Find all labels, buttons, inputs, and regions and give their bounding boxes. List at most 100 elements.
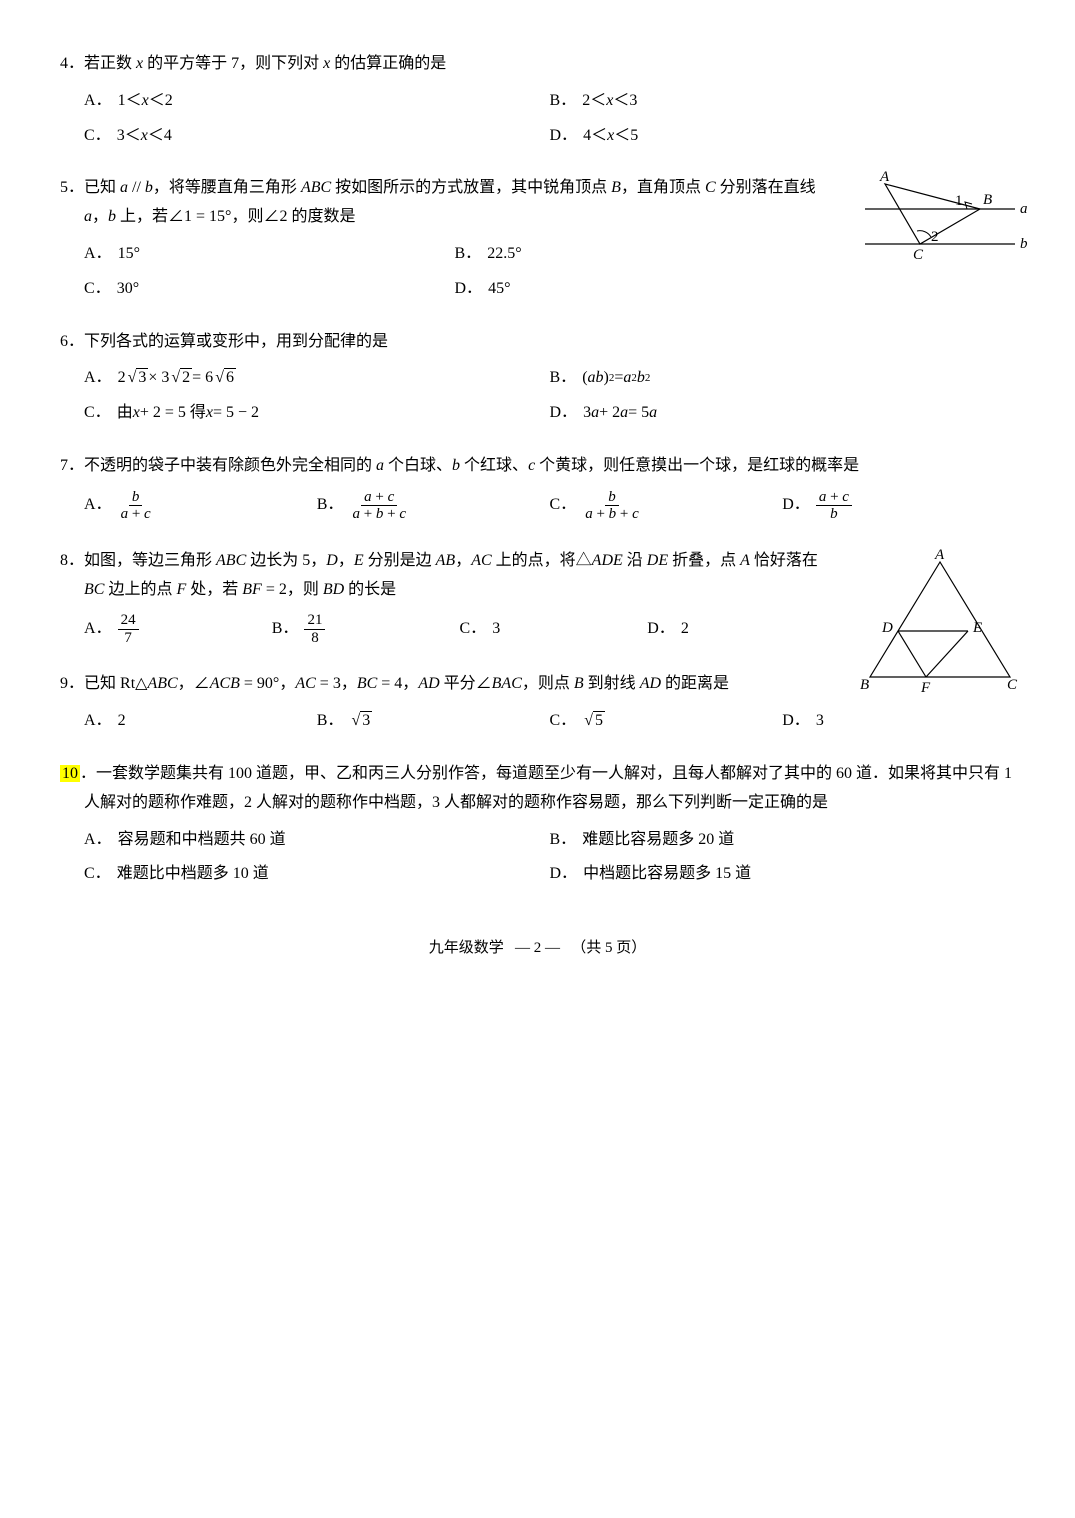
- q8-v6: ADE: [592, 552, 623, 569]
- q5-v3: ABC: [301, 179, 331, 196]
- q4-opt-d: D．4＜x＜5: [550, 122, 1016, 151]
- footer-page-num: — 2 —: [515, 940, 560, 956]
- q10-b: 难题比容易题多 20 道: [582, 826, 734, 855]
- q9-num: 9．: [60, 675, 84, 692]
- q7-d-den: b: [827, 506, 841, 523]
- q7-v1: a: [376, 457, 384, 474]
- q4-b-label: B．: [550, 87, 577, 116]
- q7-t3: 个红球、: [460, 457, 528, 474]
- q6-a-p3: = 6: [192, 364, 213, 393]
- sqrt-icon: 5: [582, 707, 605, 736]
- q9-t6: 平分∠: [440, 675, 492, 692]
- q9-stem: 9．已知 Rt△ABC，∠ACB = 90°，AC = 3，BC = 4，AD …: [60, 670, 1015, 699]
- q9-v5: AD: [418, 675, 439, 692]
- q9-opt-a: A．2: [84, 707, 317, 736]
- q5-fig-a: a: [1020, 201, 1028, 217]
- q9-c-label: C．: [550, 707, 577, 736]
- q6-c-v1: x: [133, 399, 140, 428]
- q6-b-e3: 2: [645, 369, 651, 389]
- sqrt-icon: 6: [213, 364, 236, 393]
- q6-num: 6．: [60, 333, 84, 350]
- q8-v10: F: [176, 581, 186, 598]
- question-6: 6．下列各式的运算或变形中，用到分配律的是 A． 23 × 32 = 66 B．…: [60, 328, 1015, 434]
- q9-v4: BC: [357, 675, 377, 692]
- q5-b: 22.5°: [487, 240, 521, 269]
- q8-opt-b: B． 218: [272, 612, 460, 646]
- q9-t9: 的距离是: [661, 675, 729, 692]
- q9-c-rad: 5: [593, 711, 605, 729]
- q5-t1: 已知: [84, 179, 120, 196]
- q8-c-label: C．: [460, 615, 487, 644]
- q7-v2: b: [452, 457, 460, 474]
- q10-opt-c: C．难题比中档题多 10 道: [84, 860, 550, 889]
- q7-opt-c: C． b a + b + c: [550, 489, 783, 523]
- q5-t5: ，直角顶点: [621, 179, 705, 196]
- q5-v4: B: [611, 179, 621, 196]
- q10-text: 一套数学题集共有 100 道题，甲、乙和丙三人分别作答，每道题至少有一人解对，且…: [84, 765, 1012, 811]
- q9-t5: = 4，: [377, 675, 418, 692]
- q4-b-v: x: [606, 87, 613, 116]
- q8-c: 3: [492, 615, 500, 644]
- q5-t2: //: [128, 179, 145, 196]
- question-5: A B C a b 1 2 5．已知 a // b，将等腰直角三角形 ABC 按…: [60, 174, 1015, 309]
- q8-t5: ，: [455, 552, 471, 569]
- q5-fig-2: 2: [931, 229, 939, 245]
- q7-d-n3: c: [842, 489, 849, 505]
- fraction: a + c b: [816, 489, 852, 523]
- q9-v8: AD: [640, 675, 661, 692]
- q9-opt-d: D．3: [782, 707, 1015, 736]
- q9-t7: ，则点: [522, 675, 574, 692]
- q7-c-d5: c: [632, 506, 639, 522]
- q9-opt-b: B．3: [317, 707, 550, 736]
- q8-a-den: 7: [121, 630, 135, 647]
- fraction: a + c a + b + c: [349, 489, 409, 523]
- q7-b-d5: c: [399, 506, 406, 522]
- q4-opt-c: C．3＜x＜4: [84, 122, 550, 151]
- q10-c: 难题比中档题多 10 道: [117, 860, 269, 889]
- q5-d: 45°: [488, 275, 510, 304]
- question-9: 9．已知 Rt△ABC，∠ACB = 90°，AC = 3，BC = 4，AD …: [60, 670, 1015, 742]
- q8-a-num: 24: [118, 612, 139, 630]
- q8-t3: ，: [338, 552, 354, 569]
- q8-fig-A: A: [934, 547, 945, 563]
- q4-b-p1: 2＜: [582, 87, 606, 116]
- q8-d-label: D．: [647, 615, 675, 644]
- q9-v1: ABC: [147, 675, 177, 692]
- q9-t2: ，∠: [178, 675, 210, 692]
- q7-stem: 7．不透明的袋子中装有除颜色外完全相同的 a 个白球、b 个红球、c 个黄球，则…: [60, 452, 1015, 481]
- q8-t10: 边上的点: [104, 581, 176, 598]
- q7-opt-b: B． a + c a + b + c: [317, 489, 550, 523]
- q7-c-label: C．: [550, 491, 577, 520]
- question-7: 7．不透明的袋子中装有除颜色外完全相同的 a 个白球、b 个红球、c 个黄球，则…: [60, 452, 1015, 529]
- q7-b-num: a + c: [361, 489, 397, 507]
- q5-t8: 上，若∠1 = 15°，则∠2 的度数是: [116, 208, 355, 225]
- q6-b-v1: ab: [588, 364, 604, 393]
- q8-v5: AC: [471, 552, 491, 569]
- fraction: b a + c: [118, 489, 154, 523]
- q5-t4: 按如图所示的方式放置，其中锐角顶点: [331, 179, 611, 196]
- q5-fig-A: A: [879, 169, 890, 185]
- q10-options: A．容易题和中档题共 60 道 B．难题比容易题多 20 道 C．难题比中档题多…: [60, 826, 1015, 896]
- q10-opt-d: D．中档题比容易题多 15 道: [550, 860, 1016, 889]
- q7-opt-a: A． b a + c: [84, 489, 317, 523]
- q4-c-label: C．: [84, 122, 111, 151]
- q6-c-p1: 由: [117, 399, 133, 428]
- q4-d-p2: ＜5: [614, 122, 638, 151]
- q4-options: A．1＜x＜2 B．2＜x＜3 C．3＜x＜4 D．4＜x＜5: [60, 87, 1015, 157]
- q6-c-p3: = 5 − 2: [213, 399, 259, 428]
- q5-opt-c: C．30°: [84, 275, 455, 304]
- q6-b-label: B．: [550, 364, 577, 393]
- q5-d-label: D．: [455, 275, 483, 304]
- q8-v12: BD: [323, 581, 344, 598]
- q7-a-d3: c: [144, 506, 151, 522]
- q7-t2: 个白球、: [384, 457, 452, 474]
- fraction: 218: [304, 612, 325, 646]
- q6-d-p3: = 5: [628, 399, 649, 428]
- q8-opt-d: D．2: [647, 612, 835, 646]
- q10-c-label: C．: [84, 860, 111, 889]
- q8-t12: = 2，则: [262, 581, 323, 598]
- q5-fig-C: C: [913, 247, 924, 263]
- q7-b-d2: +: [360, 506, 376, 522]
- q7-c-num: b: [605, 489, 619, 507]
- q8-t9: 恰好落在: [750, 552, 818, 569]
